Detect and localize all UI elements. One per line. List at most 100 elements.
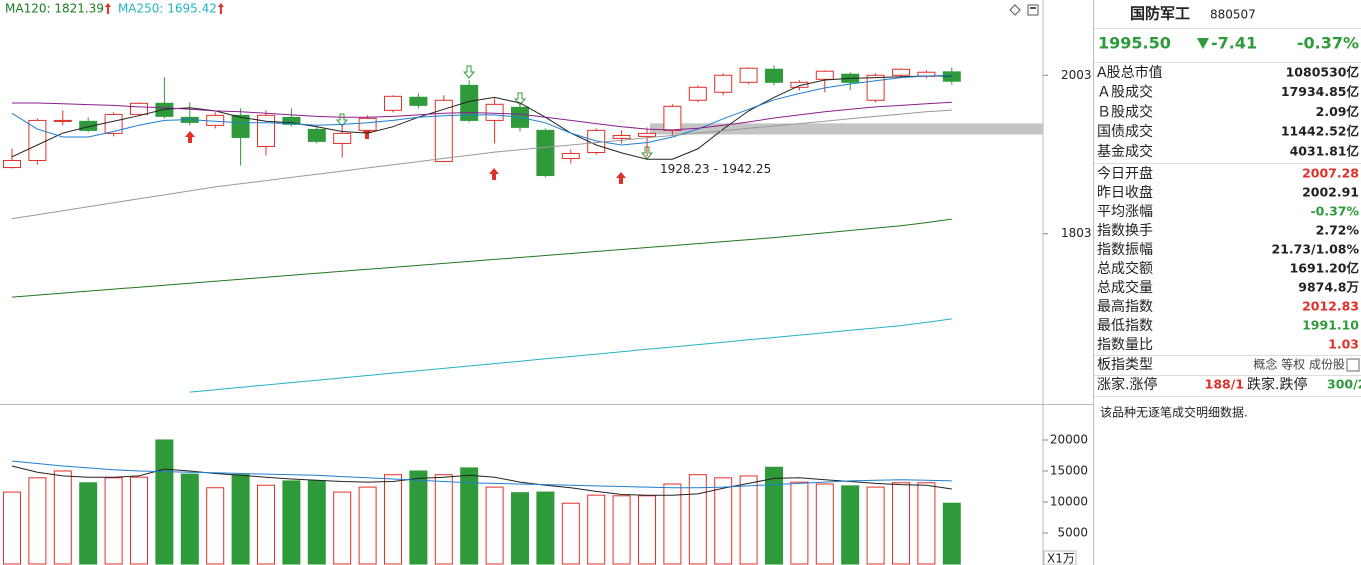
- row-label: 国债成交: [1097, 123, 1153, 140]
- row-label: 指数振幅: [1097, 242, 1153, 258]
- row-label: 平均涨幅: [1097, 204, 1153, 220]
- row-value: 9874.8万: [1298, 280, 1359, 295]
- ma-line: [11, 218, 952, 298]
- candle-body: [714, 74, 733, 93]
- volume-bar: [307, 480, 326, 565]
- candle-body: [231, 114, 250, 138]
- icon-window[interactable]: [1027, 4, 1039, 16]
- volume-bar: [561, 502, 580, 565]
- volume-bar: [638, 495, 656, 565]
- y-tick-label: 20000: [1050, 432, 1088, 446]
- volume-bar: [917, 482, 936, 565]
- price-pane: 1928.23 - 1942.25: [3, 65, 1043, 393]
- row-value: 2.72%: [1316, 223, 1360, 238]
- candle-body: [765, 68, 783, 83]
- quote-change-pct: -0.37%: [1297, 34, 1359, 53]
- candle-body: [333, 132, 352, 144]
- legend-entry: MA120: 1821.39: [5, 2, 104, 16]
- candle-body: [104, 113, 123, 134]
- row-value: 21.73/1.08%: [1272, 242, 1360, 257]
- candle-body: [79, 120, 98, 131]
- row-label: 最低指数: [1097, 318, 1153, 334]
- volume-bar: [536, 491, 555, 565]
- sell-arrow: [335, 113, 349, 127]
- candle-body: [866, 74, 885, 101]
- candle-body: [688, 86, 707, 101]
- row-value: -0.37%: [1310, 204, 1359, 219]
- volume-bar: [688, 474, 707, 565]
- row-label: 总成交量: [1097, 279, 1153, 296]
- candle-body: [663, 105, 682, 131]
- icon-diamond[interactable]: [1009, 4, 1021, 16]
- down-triangle: [1197, 38, 1209, 49]
- candle-body: [384, 95, 402, 111]
- volume-bar: [282, 480, 301, 565]
- volume-bar: [409, 470, 428, 565]
- row-value: 1691.20亿: [1290, 261, 1359, 276]
- y-tick-label: 1803: [1061, 226, 1092, 240]
- candle-body: [612, 134, 631, 139]
- row-value: 2007.28: [1302, 166, 1359, 181]
- y-tick-label: 5000: [1057, 525, 1088, 539]
- unit-label: X1万: [1047, 552, 1075, 565]
- row-value: 2.09亿: [1316, 104, 1359, 119]
- row-value: 17934.85亿: [1281, 84, 1359, 99]
- quote-price: 1995.50: [1098, 34, 1171, 53]
- candle-body: [155, 102, 174, 117]
- volume-bar: [892, 482, 910, 565]
- row-label: 今日开盘: [1097, 165, 1153, 182]
- buy-arrow: [616, 172, 626, 184]
- volume-bar: [155, 439, 174, 565]
- candle-body: [358, 117, 377, 131]
- row-label: Ｂ股成交: [1097, 103, 1153, 120]
- candle-body: [130, 102, 148, 115]
- index-code: 880507: [1210, 8, 1256, 22]
- type-value[interactable]: 概念 等权 成份股: [1253, 357, 1345, 372]
- candle-body: [739, 67, 758, 83]
- ma-line: [11, 75, 952, 160]
- volume-bar: [333, 491, 352, 565]
- type-icon[interactable]: [1346, 358, 1360, 372]
- volume-bar: [485, 486, 504, 565]
- volume-bar: [3, 491, 21, 565]
- volume-bar: [765, 466, 783, 565]
- candle-body: [409, 96, 428, 106]
- sell-arrow: [462, 65, 476, 79]
- volume-bar: [790, 481, 809, 565]
- row-value: 2002.91: [1302, 185, 1359, 200]
- candle-body: [790, 81, 809, 88]
- volume-bar: [460, 467, 479, 565]
- ma-line: [11, 74, 952, 146]
- volume-bar: [511, 492, 529, 565]
- volume-bar: [612, 495, 631, 565]
- candle-body: [28, 119, 47, 161]
- row-value: 1991.10: [1302, 318, 1359, 333]
- candle-body: [638, 132, 656, 137]
- row-label: 最高指数: [1097, 298, 1153, 315]
- candle-body: [561, 152, 580, 160]
- volume-bar: [104, 477, 123, 565]
- row-label: 指数量比: [1097, 337, 1153, 353]
- volume-bar: [434, 474, 453, 565]
- candle-body: [460, 84, 479, 121]
- volume-bar: [53, 470, 72, 565]
- row-label: 板指类型: [1097, 357, 1153, 373]
- row-label: 指数换手: [1097, 222, 1153, 239]
- row-label: 跌家.跌停: [1247, 376, 1307, 393]
- volume-bar: [841, 485, 860, 565]
- row-value: 1.03: [1328, 337, 1359, 352]
- candle-body: [3, 159, 21, 169]
- volume-bar: [942, 502, 961, 565]
- candle-body: [307, 128, 326, 142]
- quote-panel: 国防军工 880507 1995.50 -7.41 -0.37% 板指类型 概念…: [1094, 5, 1361, 420]
- unit-box: [1043, 550, 1077, 565]
- up-count: 188/1: [1205, 377, 1244, 392]
- legend-entry: MA250: 1695.42: [118, 2, 217, 16]
- candle-body: [815, 70, 834, 80]
- candle-body: [942, 71, 961, 82]
- volume-bar: [180, 473, 199, 565]
- volume-bar: [663, 483, 682, 565]
- buy-arrow: [489, 168, 499, 180]
